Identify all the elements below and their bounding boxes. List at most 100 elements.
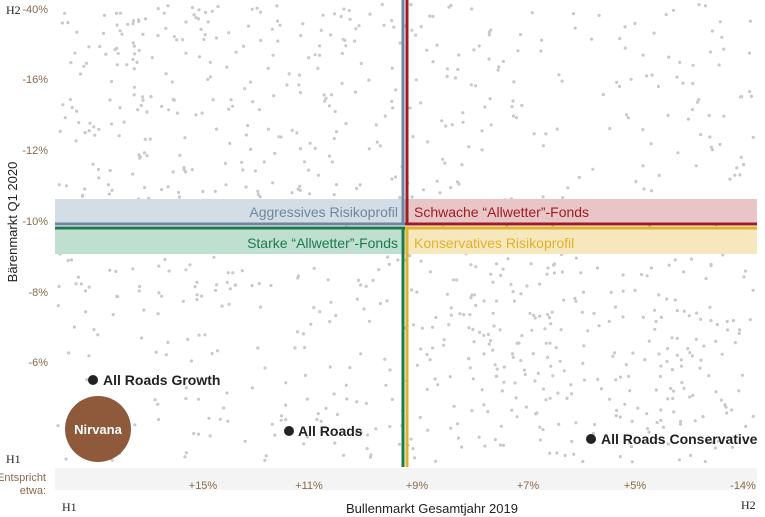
background-point	[328, 320, 332, 324]
background-point	[132, 85, 136, 89]
background-point	[540, 38, 544, 42]
background-point	[497, 65, 501, 69]
background-point	[308, 141, 312, 145]
background-point	[87, 45, 91, 49]
background-point	[316, 66, 320, 70]
background-point	[655, 420, 659, 425]
background-point	[621, 315, 625, 319]
background-point	[597, 13, 601, 17]
background-point	[704, 277, 708, 281]
background-point	[574, 256, 578, 260]
background-point	[472, 340, 476, 344]
background-point	[581, 361, 585, 365]
background-point	[244, 133, 248, 137]
background-point	[69, 61, 73, 65]
background-point	[248, 80, 253, 84]
background-point	[645, 412, 649, 416]
background-point	[250, 386, 254, 390]
background-point	[559, 328, 563, 332]
background-point	[681, 81, 685, 85]
background-point	[471, 327, 475, 331]
background-point	[678, 60, 682, 64]
background-point	[520, 334, 524, 338]
background-point	[493, 363, 497, 367]
background-point	[556, 391, 560, 395]
background-point	[104, 52, 108, 56]
background-point	[96, 167, 101, 171]
background-point	[722, 47, 726, 51]
background-point	[453, 76, 458, 80]
background-point	[630, 460, 634, 464]
background-point	[470, 7, 474, 11]
background-point	[478, 330, 482, 334]
background-point	[630, 419, 634, 423]
background-point	[545, 355, 550, 359]
background-point	[256, 346, 260, 350]
background-point	[641, 164, 645, 168]
background-point	[524, 405, 529, 409]
background-point	[522, 368, 526, 372]
background-point	[701, 415, 705, 419]
background-point	[445, 292, 449, 296]
background-point	[442, 338, 446, 342]
background-point	[190, 168, 194, 172]
weak-label: Schwache “Allwetter”-Fonds	[414, 204, 589, 220]
background-point	[719, 398, 724, 402]
background-point	[627, 441, 631, 445]
background-point	[528, 311, 532, 316]
background-point	[677, 458, 682, 462]
background-point	[227, 31, 231, 35]
background-point	[688, 351, 692, 355]
background-point	[137, 289, 141, 293]
background-point	[143, 137, 147, 141]
background-point	[449, 186, 453, 190]
background-point	[93, 133, 97, 137]
background-point	[390, 19, 394, 23]
background-point	[530, 328, 534, 332]
background-point	[483, 105, 487, 109]
background-point	[702, 344, 706, 348]
background-point	[436, 383, 440, 387]
background-point	[273, 433, 277, 437]
background-point	[385, 299, 389, 303]
background-point	[284, 381, 288, 385]
x-tick-6: -14%	[730, 480, 756, 492]
background-point	[227, 302, 231, 306]
background-point	[135, 60, 139, 64]
background-point	[344, 383, 348, 387]
background-point	[545, 272, 549, 276]
background-point	[66, 21, 70, 25]
background-point	[675, 309, 680, 313]
background-point	[193, 285, 197, 289]
background-point	[356, 278, 361, 282]
background-point	[581, 459, 585, 464]
background-point	[489, 339, 493, 343]
background-point	[566, 186, 570, 190]
background-point	[435, 179, 439, 183]
background-point	[383, 357, 387, 361]
background-point	[525, 284, 529, 288]
background-point	[398, 195, 402, 200]
background-point	[494, 262, 499, 266]
background-point	[618, 36, 622, 41]
background-point	[420, 326, 424, 330]
background-point	[190, 6, 195, 10]
background-point	[533, 316, 537, 320]
background-point	[740, 95, 744, 99]
background-point	[619, 375, 623, 379]
background-point	[225, 65, 229, 69]
background-point	[181, 38, 185, 42]
background-point	[529, 262, 533, 266]
background-point	[355, 400, 359, 404]
background-point	[697, 98, 701, 102]
background-point	[334, 130, 339, 134]
background-point	[555, 127, 559, 131]
background-point	[333, 441, 337, 445]
background-point	[682, 270, 686, 274]
background-point	[214, 36, 218, 40]
background-point	[126, 22, 130, 26]
background-point	[425, 48, 429, 52]
background-point	[641, 53, 645, 57]
background-point	[368, 12, 372, 16]
background-point	[467, 145, 471, 149]
